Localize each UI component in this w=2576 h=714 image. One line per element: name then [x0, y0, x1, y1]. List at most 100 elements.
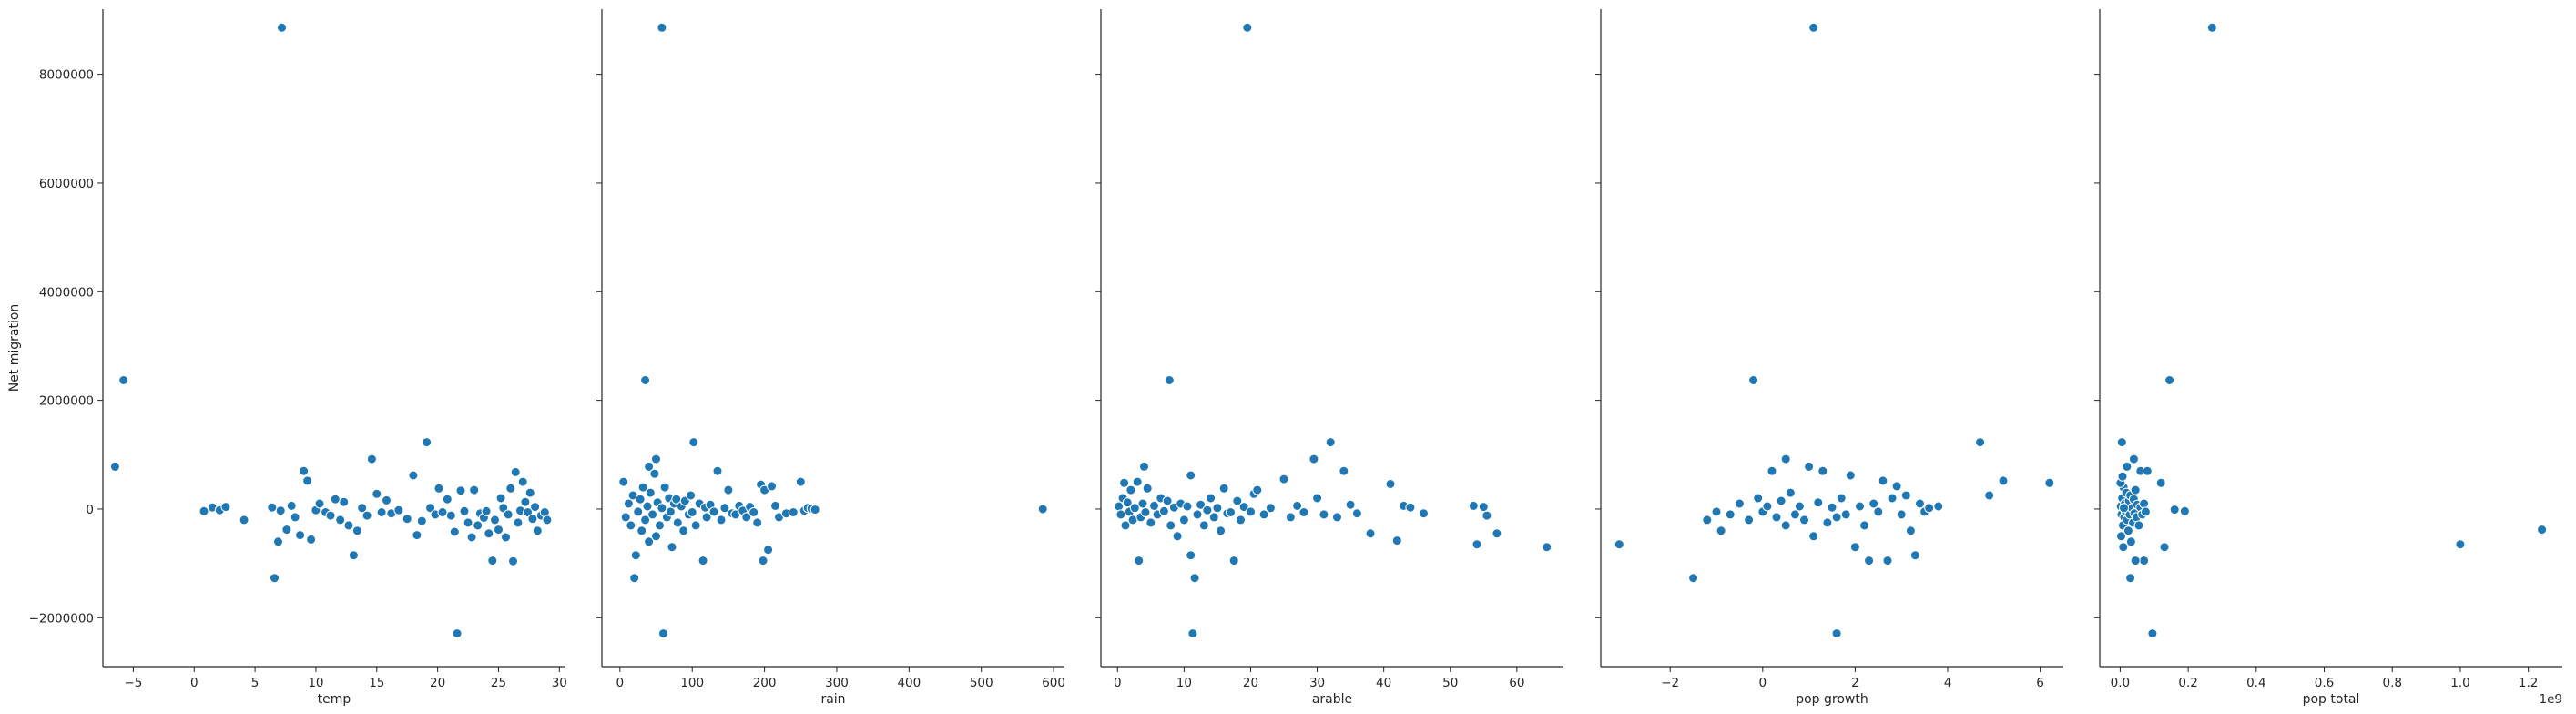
data-point-temp	[542, 515, 553, 525]
data-point-pop-growth	[1804, 461, 1815, 472]
x-tick-label-temp: 0	[190, 676, 199, 690]
data-point-pop-total	[2159, 542, 2170, 553]
data-point-rain	[809, 505, 820, 515]
data-point-pop-growth	[1849, 542, 1860, 553]
data-point-rain	[629, 573, 640, 584]
data-point-pop-total	[2455, 539, 2466, 550]
data-point-temp	[469, 484, 480, 495]
data-point-pop-growth	[1882, 556, 1893, 566]
x-tick-label-temp: 10	[308, 676, 323, 690]
x-tick-label-arable: 0	[1114, 676, 1122, 690]
data-point-pop-total	[2142, 465, 2153, 476]
data-point-rain	[640, 375, 651, 385]
data-point-pop-total	[2179, 505, 2190, 516]
data-point-pop-growth	[1975, 437, 1986, 448]
data-point-pop-growth	[1909, 550, 1920, 561]
data-point-arable	[1115, 509, 1126, 520]
data-point-temp	[437, 507, 448, 517]
data-point-rain	[642, 501, 653, 512]
data-point-temp	[286, 500, 297, 511]
data-point-arable	[1216, 525, 1227, 536]
data-point-arable	[1198, 520, 1209, 531]
data-point-arable	[1236, 515, 1246, 525]
data-point-temp	[487, 556, 498, 566]
data-point-rain	[633, 506, 644, 517]
x-tick-label-temp: −5	[124, 676, 142, 690]
data-point-arable	[1218, 483, 1229, 494]
data-point-rain	[618, 476, 629, 487]
data-point-pop-total	[2125, 573, 2136, 584]
data-point-temp	[459, 505, 470, 516]
data-point-pop-growth	[1896, 509, 1907, 520]
y-tick-label: 2000000	[39, 394, 94, 409]
data-point-pop-growth	[1702, 515, 1713, 525]
data-point-pop-total	[2139, 498, 2150, 509]
x-tick-label-pop-total: 0.0	[2111, 676, 2130, 690]
data-point-temp	[275, 505, 286, 516]
data-point-temp	[273, 536, 283, 547]
data-point-pop-growth	[1859, 520, 1870, 531]
data-point-rain	[636, 525, 647, 536]
data-point-rain	[658, 628, 668, 639]
data-point-rain	[763, 545, 774, 556]
data-point-arable	[1481, 510, 1492, 521]
x-tick-label-pop-total: 1.0	[2450, 676, 2469, 690]
data-point-temp	[330, 494, 341, 505]
x-offset-text-pop-total: 1e9	[2540, 692, 2562, 707]
x-tick-label-rain: 200	[753, 676, 777, 690]
data-point-rain	[690, 520, 701, 531]
x-tick-label-rain: 500	[970, 676, 993, 690]
data-point-temp	[412, 530, 423, 541]
data-point-pop-growth	[1776, 495, 1787, 506]
data-point-rain	[657, 503, 667, 514]
x-tick-label-pop-total: 0.6	[2315, 676, 2334, 690]
data-point-rain	[712, 465, 723, 476]
data-point-pop-total	[2139, 556, 2150, 566]
data-point-arable	[1186, 550, 1196, 561]
data-point-arable	[1246, 506, 1256, 517]
data-point-temp	[220, 502, 231, 513]
data-point-pop-growth	[1868, 498, 1879, 509]
x-tick-label-temp: 30	[552, 676, 567, 690]
data-point-arable	[1145, 517, 1156, 528]
x-tick-label-rain: 300	[825, 676, 849, 690]
data-point-rain	[719, 503, 730, 514]
data-point-pop-total	[2164, 375, 2175, 385]
data-point-temp	[343, 520, 354, 531]
data-point-pop-growth	[1789, 509, 1800, 520]
data-point-arable	[1162, 495, 1173, 506]
data-point-arable	[1206, 493, 1217, 504]
panel-rain: 0 100 200 300 400 500 600 rain	[596, 9, 1065, 707]
data-point-pop-growth	[1780, 520, 1791, 531]
data-point-pop-growth	[1878, 475, 1889, 486]
data-point-rain	[770, 500, 780, 511]
data-point-arable	[1226, 507, 1236, 517]
data-point-pop-growth	[1688, 573, 1699, 584]
data-point-temp	[199, 505, 209, 516]
data-point-arable	[1308, 454, 1319, 464]
data-point-arable	[1391, 536, 1402, 546]
data-point-temp	[299, 465, 310, 476]
data-point-arable	[1178, 515, 1189, 525]
x-tick-label-temp: 15	[369, 676, 384, 690]
data-point-arable	[1258, 509, 1269, 520]
data-point-temp	[302, 475, 313, 486]
data-point-temp	[366, 454, 377, 464]
data-point-arable	[1139, 461, 1149, 472]
data-point-pop-growth	[1822, 517, 1833, 528]
data-point-pop-growth	[1799, 515, 1809, 525]
data-point-arable	[1172, 531, 1183, 542]
data-point-rain	[623, 498, 634, 509]
data-point-arable	[1242, 22, 1253, 33]
data-point-temp	[455, 485, 466, 496]
data-point-arable	[1278, 474, 1289, 484]
data-point-arable	[1385, 479, 1396, 489]
data-point-temp	[357, 503, 368, 514]
data-point-rain	[1037, 504, 1048, 515]
data-point-temp	[490, 515, 500, 525]
data-point-arable	[1351, 508, 1362, 519]
x-tick-label-pop-total: 0.4	[2246, 676, 2265, 690]
data-point-pop-growth	[1831, 512, 1842, 523]
data-point-rain	[716, 515, 727, 525]
